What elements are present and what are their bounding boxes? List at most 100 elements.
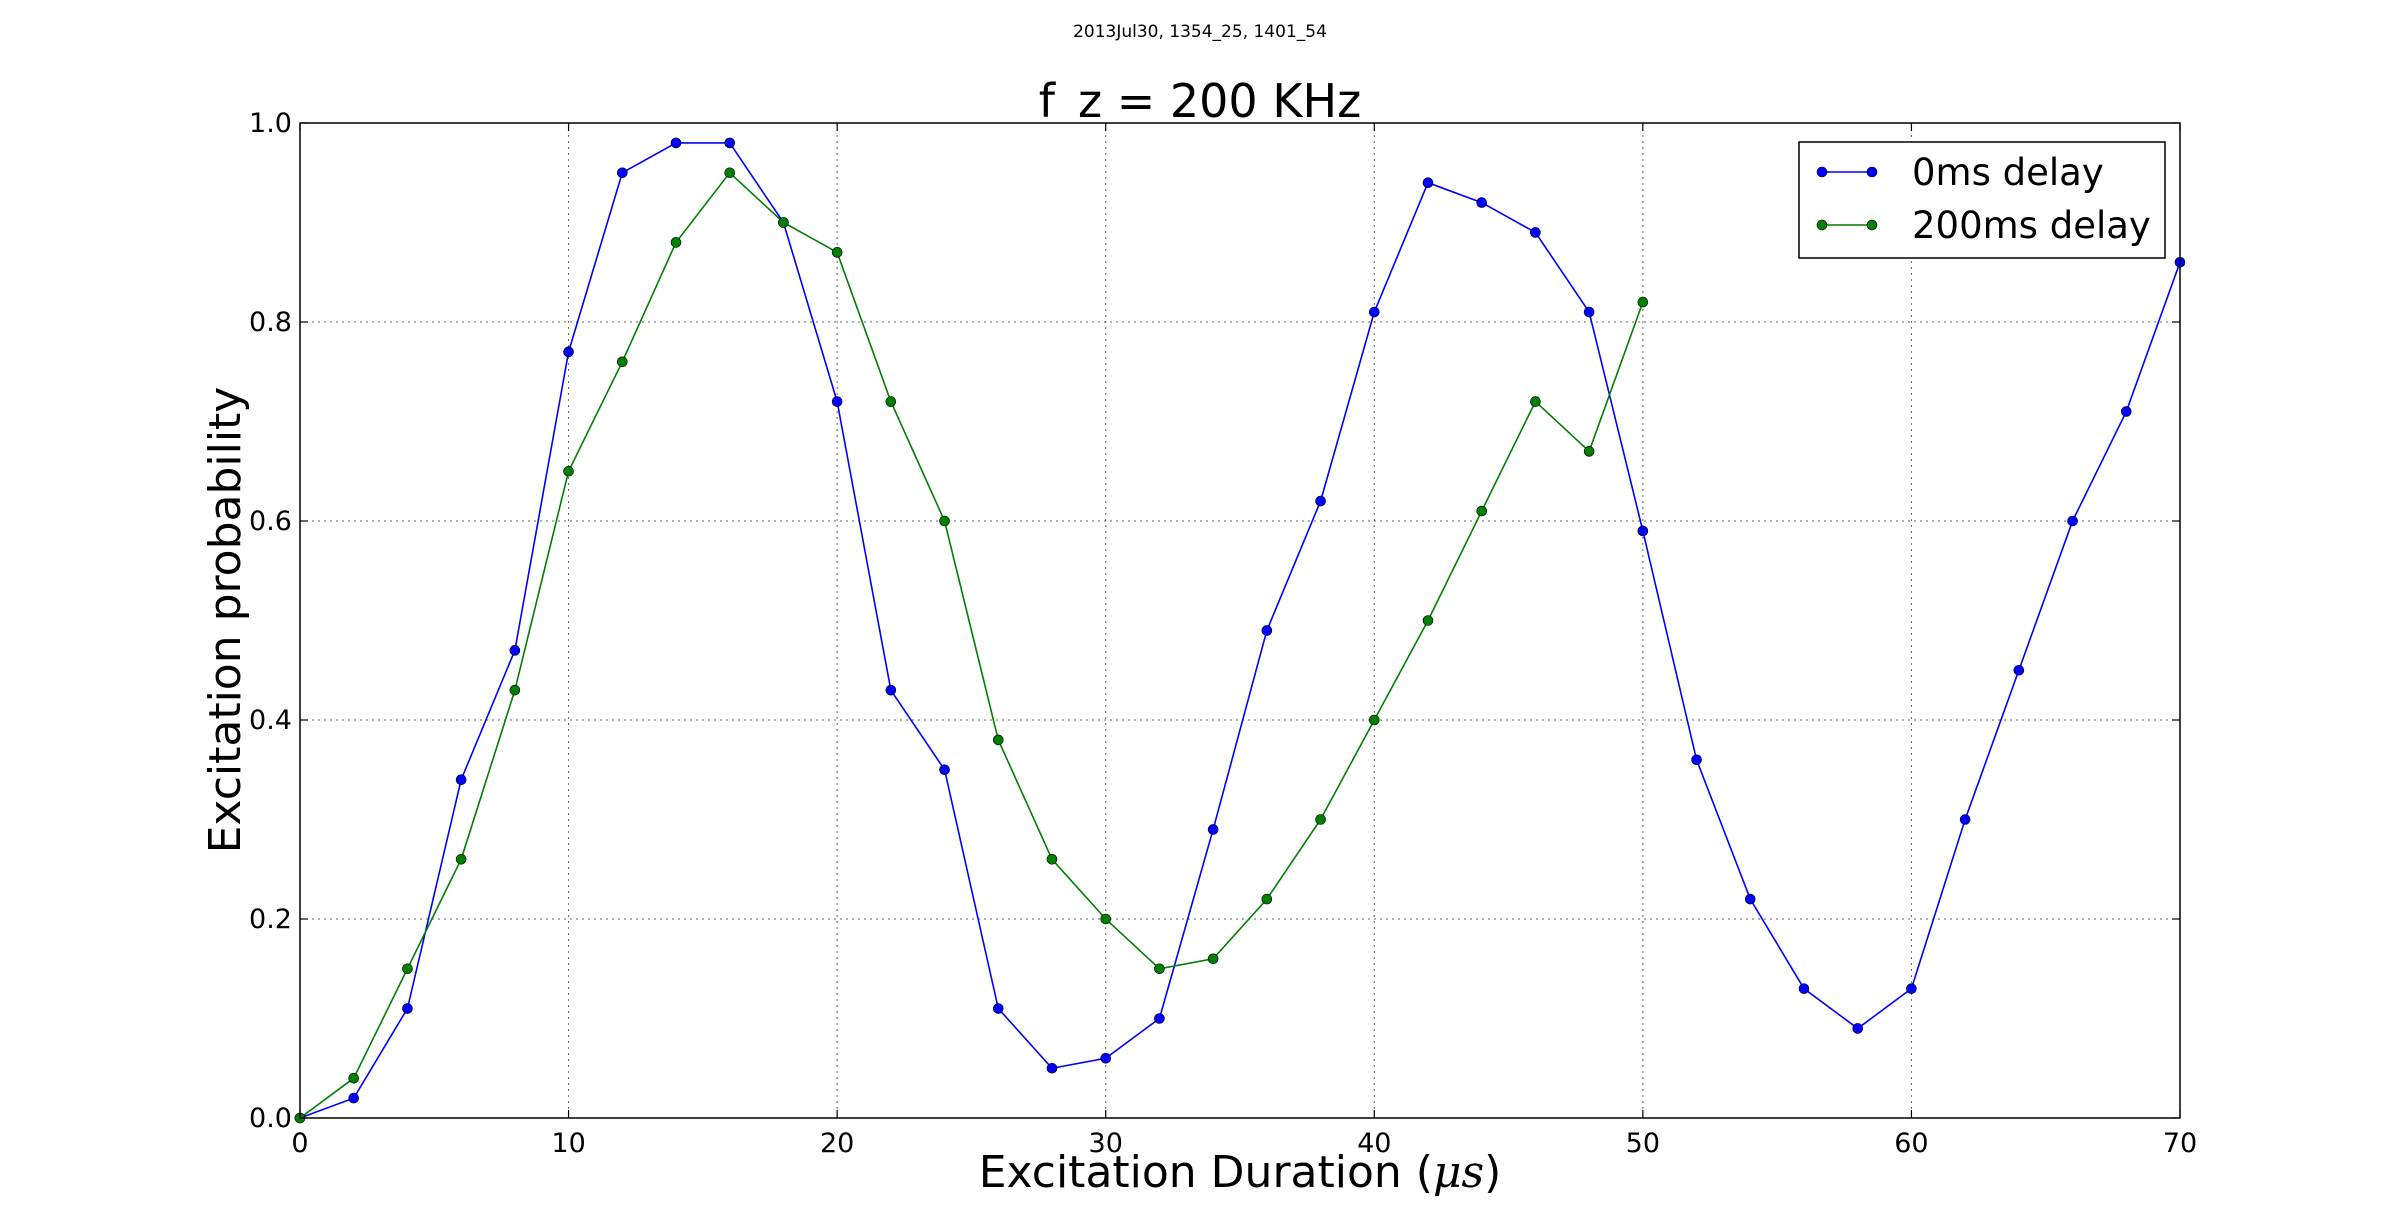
data-point [616, 167, 628, 179]
series-line [299, 171, 1644, 1119]
data-point [1530, 227, 1541, 238]
y-tick-label: 0.2 [249, 904, 292, 935]
x-tick-label: 20 [820, 1128, 854, 1159]
data-point [1422, 615, 1434, 626]
y-axis-label: Excitation probability [200, 387, 251, 854]
data-point [1207, 953, 1219, 965]
plot-frame [299, 122, 2181, 1119]
data-point [2067, 515, 2078, 527]
data-point [1637, 296, 1649, 308]
data-point [563, 346, 574, 358]
data-point [1583, 306, 1595, 318]
data-point [1691, 754, 1702, 766]
data-point [1315, 495, 1326, 507]
plot-area [294, 122, 2186, 1124]
data-point [1100, 1053, 1112, 1064]
legend-marker [1816, 219, 1828, 231]
data-point [2013, 664, 2025, 676]
x-tick-label: 10 [551, 1128, 585, 1159]
data-point [1154, 1013, 1165, 1024]
plot-background [300, 123, 2180, 1118]
legend-marker [1866, 219, 1878, 231]
x-tick-label: 70 [2163, 1128, 2197, 1159]
legend-marker [1816, 166, 1828, 178]
data-point [1959, 814, 1971, 825]
data-point [402, 1003, 413, 1014]
data-point [509, 684, 521, 696]
data-point [670, 237, 682, 248]
data-point [1368, 306, 1380, 318]
legend-entry: 200ms delay [1816, 204, 2151, 247]
x-tick-label: 60 [1894, 1128, 1928, 1159]
data-point [939, 515, 950, 527]
data-point [1046, 1062, 1058, 1074]
data-point [1207, 824, 1219, 835]
data-point [1422, 177, 1434, 188]
legend-label: 0ms delay [1912, 151, 2104, 194]
data-point [831, 396, 843, 407]
y-axis-tick-labels: 0.0 0.2 0.4 0.6 0.8 1.0 [249, 108, 292, 1134]
data-point [992, 1003, 1004, 1014]
y-tick-label: 0.8 [249, 307, 292, 338]
data-point [1315, 814, 1326, 825]
data-point [348, 1072, 360, 1084]
data-point [348, 1092, 360, 1104]
data-point [402, 963, 413, 975]
x-axis-label-symbol: μs [1433, 1147, 1484, 1198]
legend-marker [1866, 166, 1878, 178]
data-point [2120, 406, 2132, 417]
x-tick-label: 30 [1089, 1128, 1123, 1159]
data-point [778, 217, 789, 228]
data-point [885, 684, 897, 696]
data-point [455, 774, 467, 786]
legend-box [1798, 141, 2166, 259]
data-point [1154, 963, 1165, 975]
series-layer [294, 137, 2186, 1124]
data-point [1530, 396, 1541, 407]
x-axis-label-suffix: ) [1484, 1147, 1501, 1198]
x-tick-label: 40 [1357, 1128, 1391, 1159]
data-point [670, 137, 682, 149]
series-line [299, 142, 2181, 1119]
series-1 [294, 137, 2186, 1124]
data-point [831, 247, 843, 258]
x-axis-label-prefix: Excitation Duration ( [979, 1147, 1433, 1198]
data-point [992, 734, 1004, 746]
y-tick-label: 0.0 [249, 1103, 292, 1134]
data-point [1744, 893, 1756, 905]
data-point [1583, 446, 1595, 457]
axis-ticks [299, 122, 2181, 1119]
x-axis-tick-labels: 0 10 20 30 40 50 60 70 [291, 1128, 2197, 1159]
data-point [1261, 893, 1273, 905]
data-point [1368, 714, 1380, 726]
y-tick-label: 0.4 [249, 705, 292, 736]
data-point [1261, 625, 1273, 636]
data-point [1637, 525, 1649, 537]
legend-label: 200ms delay [1912, 204, 2151, 247]
data-point [1906, 983, 1917, 994]
data-point [1852, 1023, 1864, 1034]
data-point [563, 465, 574, 477]
data-point [724, 137, 736, 149]
data-point [1046, 853, 1058, 865]
y-tick-label: 1.0 [249, 108, 292, 139]
data-point [616, 356, 628, 368]
data-point [724, 167, 736, 179]
grid-lines [300, 123, 2180, 1118]
data-point [1476, 197, 1488, 208]
data-point [1798, 983, 1810, 994]
legend: 0ms delay 200ms delay [1798, 141, 2166, 259]
legend-entry: 0ms delay [1816, 151, 2104, 194]
data-point [509, 645, 521, 656]
series-2 [294, 167, 1649, 1124]
data-point [455, 853, 467, 865]
x-tick-label: 0 [291, 1128, 308, 1159]
figure-suptitle: 2013Jul30, 1354_25, 1401_54 [1073, 22, 1327, 42]
y-tick-label: 0.6 [249, 506, 292, 537]
x-axis-label: Excitation Duration (μs) [979, 1147, 1502, 1198]
x-tick-label: 50 [1626, 1128, 1660, 1159]
data-point [939, 764, 950, 776]
data-point [1100, 913, 1112, 925]
chart-title: f_z = 200 KHz [1039, 74, 1361, 128]
